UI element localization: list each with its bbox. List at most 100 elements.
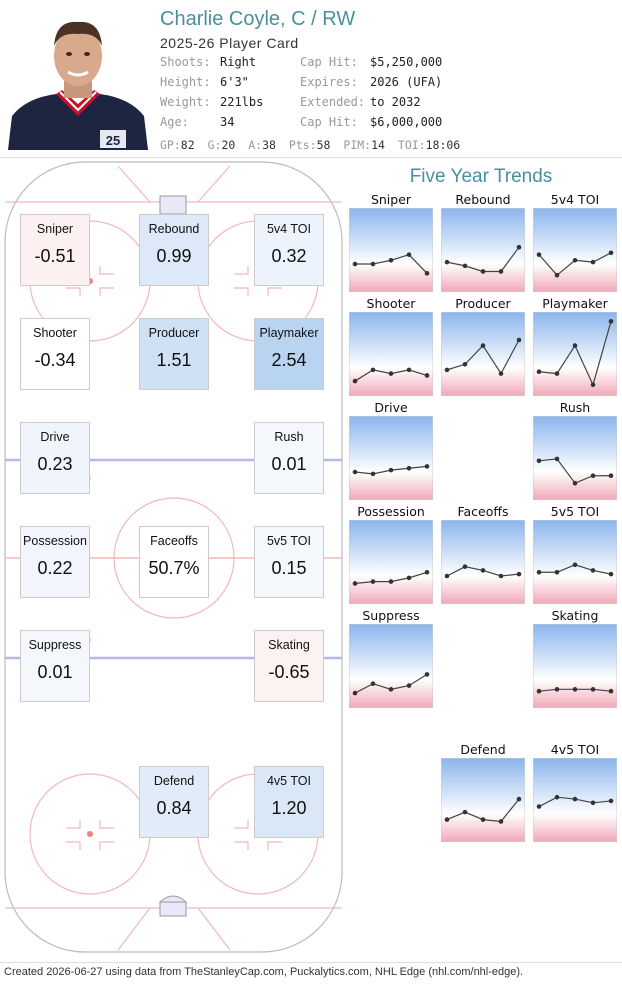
trend-label: Skating: [551, 608, 599, 623]
trend-point: [480, 817, 486, 822]
stat-value: 20: [221, 138, 236, 152]
trend-sniper: Sniper: [349, 192, 433, 292]
tile-label: Suppress: [28, 638, 82, 652]
stat-label: A:: [248, 138, 263, 152]
tile-label: Rebound: [148, 222, 200, 236]
trend-point: [424, 569, 430, 575]
trend-point: [424, 464, 430, 469]
trend-point: [352, 469, 358, 475]
trend-point: [352, 378, 358, 384]
trend-point: [424, 271, 430, 276]
tile-faceoffs: Faceoffs 50.7%: [139, 526, 209, 598]
trend-point: [388, 257, 394, 263]
trend-label: Faceoffs: [457, 504, 509, 519]
trend-point: [516, 796, 522, 802]
info-label: Expires:: [300, 75, 358, 89]
tile-possession: Possession 0.22: [20, 526, 90, 598]
trend-point: [536, 804, 542, 809]
rink-diagram: Sniper -0.51 Rebound 0.99 5v4 TOI 0.32 Shoo…: [0, 158, 345, 958]
tile-5v5-toi: 5v5 TOI 0.15: [254, 526, 324, 598]
trend-sparkline: [533, 624, 617, 708]
trend-label: Rebound: [455, 192, 511, 207]
player-headshot-icon: 25: [8, 12, 148, 150]
stat-label: PIM:: [343, 138, 372, 152]
tile-suppress: Suppress 0.01: [20, 630, 90, 702]
tile-value: 50.7%: [148, 558, 200, 578]
trend-sparkline: [441, 208, 525, 292]
trend-label: Producer: [455, 296, 511, 311]
trend-label: Shooter: [366, 296, 416, 311]
trend-4v5-toi: 4v5 TOI: [533, 742, 617, 842]
trend-label: Drive: [374, 400, 408, 415]
info-label: Cap Hit:: [300, 55, 358, 69]
trend-point: [370, 261, 376, 267]
trend-label: Suppress: [362, 608, 420, 623]
trend-point: [352, 581, 358, 586]
trend-rush: Rush: [533, 400, 617, 500]
tile-value: 0.84: [156, 798, 192, 818]
trend-point: [462, 809, 468, 815]
trend-background: [533, 208, 617, 292]
info-value: 6'3": [220, 75, 249, 89]
header-divider: [0, 157, 622, 158]
trend-sparkline: [349, 416, 433, 500]
trend-point: [370, 579, 376, 584]
trend-background: [349, 520, 433, 604]
trend-point: [590, 382, 596, 388]
trend-point: [572, 343, 578, 348]
trend-point: [424, 373, 430, 378]
trend-sparkline: [441, 758, 525, 842]
trend-rebound: Rebound: [441, 192, 525, 292]
trend-label: Playmaker: [542, 296, 608, 311]
tile-producer: Producer 1.51: [139, 318, 209, 390]
trend-point: [554, 569, 560, 575]
trend-point: [406, 367, 412, 373]
player-photo: 25: [8, 12, 148, 150]
trend-point: [536, 688, 542, 694]
info-right: Cap Hit: $5,250,000 Expires: 2026 (UFA) Ex…: [300, 55, 442, 135]
trend-background: [441, 520, 525, 604]
info-label: Height:: [160, 75, 211, 89]
trend-point: [406, 252, 412, 257]
tile-label: Producer: [148, 326, 200, 340]
stat-label: GP:: [160, 138, 181, 152]
trend-point: [590, 473, 596, 479]
tile-label: 5v5 TOI: [266, 534, 311, 548]
trend-point: [536, 369, 542, 375]
trend-point: [608, 473, 614, 479]
trend-point: [406, 465, 412, 471]
trend-sparkline: [441, 520, 525, 604]
tile-value: 0.99: [156, 246, 192, 266]
trend-label: 4v5 TOI: [550, 742, 600, 757]
tile-skating: Skating -0.65: [254, 630, 324, 702]
season-stats: GP:82 G:20 A:38 Pts:58 PIM:14 TOI:18:06: [160, 138, 460, 152]
trend-label: Sniper: [370, 192, 412, 207]
trend-point: [572, 562, 578, 568]
tile-value: 1.20: [271, 798, 307, 818]
trend-point: [536, 569, 542, 575]
trend-point: [388, 371, 394, 376]
trend-point: [352, 690, 358, 696]
trend-point: [480, 269, 486, 274]
trend-background: [533, 416, 617, 500]
trend-point: [516, 337, 522, 343]
trend-point: [388, 579, 394, 584]
trend-point: [462, 361, 468, 367]
trend-point: [498, 269, 504, 274]
tile-value: 0.01: [271, 454, 307, 474]
tile-label: Shooter: [33, 326, 77, 340]
stat-value: 14: [371, 138, 385, 152]
trend-point: [444, 259, 450, 265]
trend-point: [480, 568, 486, 573]
trend-sparkline: [349, 208, 433, 292]
tile-label: Faceoffs: [150, 534, 198, 548]
trend-label: 5v4 TOI: [550, 192, 600, 207]
stat-label: TOI:: [397, 138, 426, 152]
info-value: 2026 (UFA): [370, 75, 443, 89]
trend-point: [554, 272, 560, 278]
trend-sparkline: [441, 312, 525, 396]
tile-5v4-toi: 5v4 TOI 0.32: [254, 214, 324, 286]
trend-point: [536, 252, 542, 257]
trend-point: [554, 794, 560, 800]
tile-value: 0.22: [37, 558, 73, 578]
